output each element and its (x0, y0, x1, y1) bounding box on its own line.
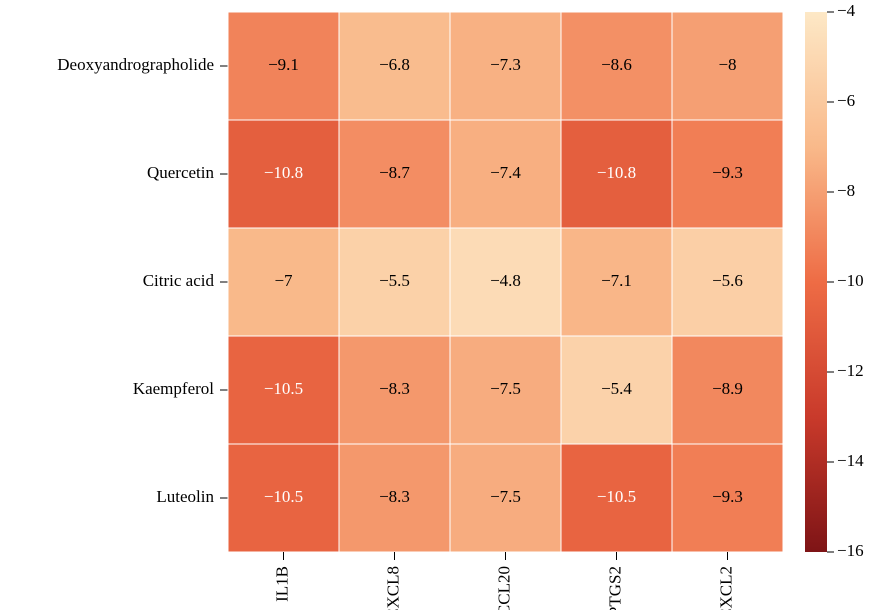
cell-label: −8.9 (712, 379, 743, 398)
heatmap-cell (560, 335, 673, 445)
y-tick-label: Kaempferol (133, 379, 214, 398)
heatmap-cell (671, 11, 784, 121)
cell-label: −9.3 (712, 163, 743, 182)
colorbar-tick-label: −12 (837, 361, 864, 380)
cell-label: −9.3 (712, 487, 743, 506)
cell-label: −7.5 (490, 379, 521, 398)
cell-label: −5.5 (379, 271, 410, 290)
cell-label: −8.6 (601, 55, 632, 74)
heatmap-cell (560, 443, 673, 553)
cell-label: −7 (274, 271, 293, 290)
x-tick-label: CCL20 (494, 566, 513, 610)
x-tick-label: PTGS2 (605, 566, 624, 610)
colorbar-tick-label: −10 (837, 271, 864, 290)
heatmap-cell (560, 227, 673, 337)
colorbar-tick-label: −8 (837, 181, 855, 200)
heatmap-cell (671, 443, 784, 553)
cell-label: −10.8 (597, 163, 636, 182)
heatmap-cell (338, 443, 451, 553)
colorbar (805, 12, 827, 552)
cell-label: −4.8 (490, 271, 521, 290)
cell-label: −8.7 (379, 163, 410, 182)
cell-label: −5.6 (712, 271, 743, 290)
colorbar-tick-label: −16 (837, 541, 864, 560)
y-tick-label: Deoxyandrographolide (57, 55, 214, 74)
cell-label: −7.3 (490, 55, 521, 74)
x-tick-label: CXCL2 (716, 566, 735, 610)
heatmap-cell (227, 119, 340, 229)
colorbar-tick-label: −6 (837, 91, 855, 110)
cell-label: −7.5 (490, 487, 521, 506)
cell-label: −6.8 (379, 55, 410, 74)
x-tick-label: IL1B (272, 566, 291, 602)
x-tick-label: CXCL8 (383, 566, 402, 610)
cell-label: −8.3 (379, 379, 410, 398)
y-tick-label: Citric acid (143, 271, 215, 290)
heatmap-cell (338, 11, 451, 121)
heatmap-cell (227, 335, 340, 445)
heatmap-cell (227, 443, 340, 553)
cell-label: −5.4 (601, 379, 632, 398)
colorbar-tick-label: −4 (837, 1, 856, 20)
cell-label: −8 (718, 55, 736, 74)
heatmap-cell (560, 119, 673, 229)
heatmap-cell (671, 227, 784, 337)
cell-label: −10.5 (264, 487, 303, 506)
cell-label: −7.1 (601, 271, 632, 290)
heatmap-cell (338, 119, 451, 229)
colorbar-tick-label: −14 (837, 451, 864, 470)
cell-label: −8.3 (379, 487, 410, 506)
heatmap-cell (338, 227, 451, 337)
cell-label: −9.1 (268, 55, 299, 74)
cell-label: −10.5 (597, 487, 636, 506)
cell-label: −10.8 (264, 163, 303, 182)
heatmap-cell (449, 443, 562, 553)
y-tick-label: Luteolin (156, 487, 214, 506)
heatmap-cell (671, 335, 784, 445)
y-tick-label: Quercetin (147, 163, 215, 182)
heatmap-cell (671, 119, 784, 229)
heatmap-cell (449, 335, 562, 445)
cell-label: −10.5 (264, 379, 303, 398)
heatmap-cell (449, 227, 562, 337)
cell-label: −7.4 (490, 163, 521, 182)
